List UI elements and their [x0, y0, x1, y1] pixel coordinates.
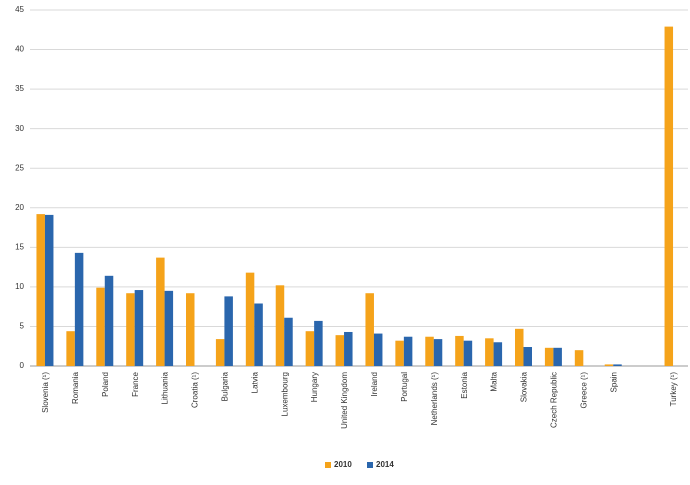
bar [403, 336, 413, 366]
y-tick-label: 5 [20, 322, 25, 331]
legend-swatch [367, 462, 373, 468]
x-tick-label: Bulgaria [221, 371, 230, 401]
bar [373, 333, 383, 366]
x-tick-label: Luxembourg [280, 372, 289, 416]
y-tick-label: 20 [15, 203, 24, 212]
x-tick-label: Greece (¹) [579, 372, 588, 409]
x-tick-label: Slovenia (¹) [41, 372, 50, 413]
y-tick-label: 45 [15, 5, 24, 14]
bar [493, 342, 503, 366]
y-tick-label: 25 [15, 163, 24, 172]
bar [425, 336, 434, 366]
bar [613, 364, 622, 366]
y-tick-label: 30 [15, 124, 24, 133]
x-tick-label: Turkey (¹) [669, 372, 678, 407]
bar [305, 331, 315, 366]
y-tick-label: 15 [15, 242, 24, 251]
bar [275, 285, 285, 366]
bar [156, 257, 165, 366]
x-tick-label: Romania [71, 371, 80, 404]
y-tick-label: 35 [15, 84, 24, 93]
bar [254, 303, 263, 366]
y-tick-label: 0 [20, 361, 25, 370]
x-tick-label: Estonia [460, 371, 469, 398]
x-tick-label: Lithuania [161, 371, 170, 404]
bar [104, 275, 114, 366]
bar [284, 317, 293, 366]
x-tick-label: Hungary [310, 372, 319, 402]
x-tick-label: United Kingdom [340, 372, 349, 429]
bar [314, 320, 323, 366]
bar [66, 331, 75, 366]
x-tick-label: France [131, 371, 140, 396]
bar [553, 347, 562, 366]
bar [523, 347, 532, 366]
x-tick-label: Croatia (¹) [191, 372, 200, 408]
bar [74, 252, 84, 366]
bar [455, 335, 464, 366]
bar [335, 335, 345, 366]
bar [96, 287, 105, 366]
x-tick-label: Portugal [400, 372, 409, 402]
bar [574, 350, 584, 366]
bar [134, 290, 144, 366]
legend-swatch [325, 462, 331, 468]
bar [604, 364, 614, 366]
x-tick-label: Poland [101, 372, 110, 397]
bar [485, 338, 494, 366]
legend-label: 2010 [334, 460, 352, 469]
bar [224, 296, 233, 366]
bar [164, 290, 174, 366]
bar [664, 26, 674, 366]
bar [44, 214, 54, 366]
bar [344, 331, 353, 366]
x-tick-label: Ireland [370, 372, 379, 396]
bar [126, 293, 135, 366]
x-tick-label: Latvia [250, 371, 259, 393]
bar [515, 328, 524, 366]
bar [463, 340, 473, 366]
x-tick-label: Spain [609, 372, 618, 392]
bar [365, 293, 374, 366]
y-tick-label: 10 [15, 282, 24, 291]
x-tick-label: Czech Republic [550, 372, 559, 428]
bar [544, 347, 554, 366]
x-tick-label: Slovakia [520, 371, 529, 402]
bar [215, 339, 225, 366]
legend-label: 2014 [376, 460, 394, 469]
bar [186, 293, 195, 366]
x-tick-label: Malta [490, 371, 499, 391]
y-tick-label: 40 [15, 45, 24, 54]
bar [395, 340, 404, 366]
bar [433, 339, 443, 366]
x-tick-label: Netherlands (¹) [430, 372, 439, 426]
bar [36, 214, 45, 366]
bar [245, 272, 255, 366]
